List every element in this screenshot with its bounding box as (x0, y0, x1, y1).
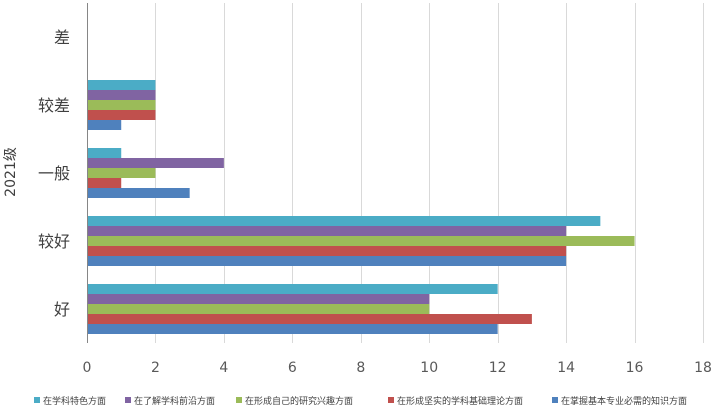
bar (88, 148, 122, 158)
legend-swatch (34, 397, 40, 403)
category-labels: 好 较好 一般 较差 差 (38, 28, 70, 319)
bar (88, 90, 156, 100)
bar (88, 168, 156, 178)
x-tick-label: 12 (489, 360, 507, 376)
bar (88, 188, 190, 198)
legend-label: 在形成自己的研究兴趣方面 (245, 395, 353, 407)
category-label: 差 (54, 28, 70, 47)
bar-marks (88, 80, 635, 334)
x-tick-label: 16 (626, 360, 644, 376)
gridlines (87, 3, 704, 343)
legend-label: 在了解学科前沿方面 (134, 395, 215, 407)
y-axis-label: 2021级 (3, 147, 19, 197)
x-tick-label: 18 (694, 360, 712, 376)
bar (88, 216, 601, 226)
category-label: 较好 (38, 232, 70, 251)
legend-label: 在掌握基本专业必需的知识方面 (561, 395, 687, 407)
x-tick-label: 4 (219, 360, 228, 376)
bar (88, 304, 430, 314)
category-label: 一般 (38, 164, 70, 183)
legend-swatch (388, 397, 394, 403)
legend-swatch (552, 397, 558, 403)
category-label: 较差 (38, 96, 70, 115)
bar (88, 178, 122, 188)
bar (88, 236, 635, 246)
legend-label: 在形成坚实的学科基础理论方面 (397, 395, 523, 407)
x-tick-labels: 0 2 4 6 8 10 12 14 16 18 (83, 360, 712, 376)
x-tick-label: 0 (83, 360, 92, 376)
bar (88, 294, 430, 304)
legend: 在学科特色方面 在了解学科前沿方面 在形成自己的研究兴趣方面 在形成坚实的学科基础理论… (34, 395, 687, 407)
bar (88, 256, 567, 266)
category-label: 好 (54, 300, 70, 319)
legend-swatch (125, 397, 131, 403)
bar (88, 158, 224, 168)
bar (88, 110, 156, 120)
x-tick-label: 10 (420, 360, 438, 376)
legend-label: 在学科特色方面 (43, 395, 106, 407)
x-tick-label: 8 (356, 360, 365, 376)
bar (88, 100, 156, 110)
x-tick-label: 2 (151, 360, 160, 376)
bar (88, 324, 498, 334)
bar (88, 314, 532, 324)
bar (88, 284, 498, 294)
bar (88, 246, 567, 256)
legend-swatch (236, 397, 242, 403)
bar (88, 226, 567, 236)
bar (88, 120, 122, 130)
bar (88, 80, 156, 90)
x-tick-label: 14 (557, 360, 575, 376)
x-tick-label: 6 (288, 360, 297, 376)
